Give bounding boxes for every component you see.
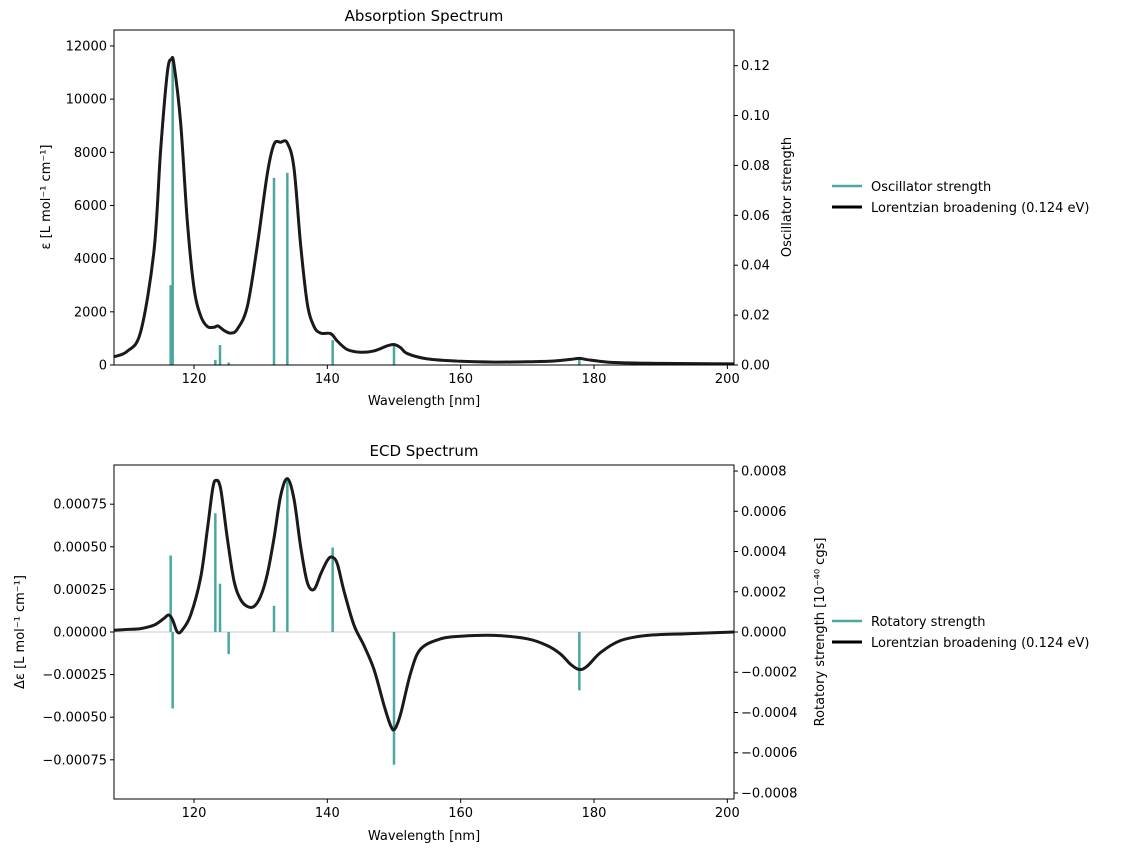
plot-clip-group [114,477,734,765]
axes-frame [113,29,735,366]
legend-label-curve: Lorentzian broadening (0.124 eV) [871,636,1089,651]
y-tick-label: 8000 [74,146,107,161]
y2-axis-label: Rotatory strength [10⁻⁴⁰ cgs] [813,538,828,727]
y2-tick-label: 0.12 [741,59,770,74]
y2-tick-label: 0.0006 [741,505,787,520]
y-axis-label: ε [L mol⁻¹ cm⁻¹] [39,145,54,250]
plot-area [114,477,734,765]
x-tick-label: 160 [448,806,473,821]
y-tick-label: −0.00075 [42,753,107,768]
y2-tick-label: −0.0008 [741,786,797,801]
x-axis-label: Wavelength [nm] [368,829,480,844]
y-axis-label: Δε [L mol⁻¹ cm⁻¹] [13,575,28,689]
legend: Rotatory strength Lorentzian broadening … [832,615,1089,651]
y2-tick-label: 0.06 [741,209,770,224]
plot-clip-group [114,55,734,365]
y-tick-label: −0.00025 [42,668,107,683]
broadened-curve [114,55,734,365]
y2-tick-label: 0.00 [741,359,770,374]
x-tick-label: 180 [582,806,607,821]
x-tick-label: 160 [448,372,473,387]
x-tick-label: 200 [715,806,740,821]
y2-tick-label: −0.0006 [741,746,797,761]
x-tick-label: 180 [582,372,607,387]
broadened-curve [114,477,734,732]
y2-tick-label: 0.0000 [741,626,787,641]
y-tick-label: 2000 [74,305,107,320]
y-tick-label: 6000 [74,199,107,214]
y2-tick-label: 0.02 [741,309,770,324]
chart-title: ECD Spectrum [370,442,479,460]
y-tick-label: −0.00050 [42,711,107,726]
ticks: 120 140 160 180 2000200040006000800010000120… [66,39,770,387]
y2-tick-label: 0.08 [741,159,770,174]
y-tick-label: 0.00025 [53,583,107,598]
x-tick-label: 120 [182,806,207,821]
y2-tick-label: −0.0004 [741,706,797,721]
legend-label-curve: Lorentzian broadening (0.124 eV) [871,201,1089,216]
y-tick-label: 0 [99,359,107,374]
legend-label-sticks: Rotatory strength [871,615,985,630]
absorption-panel: Absorption Spectrum Wavelength [nm] ε [L… [39,7,1089,409]
y2-tick-label: 0.04 [741,259,770,274]
y-tick-label: 0.00000 [53,626,107,641]
chart-title: Absorption Spectrum [345,7,504,25]
y2-tick-label: −0.0002 [741,666,797,681]
y-tick-label: 0.00075 [53,498,107,513]
y2-axis-label: Oscillator strength [780,137,795,257]
x-axis-label: Wavelength [nm] [368,394,480,409]
y-tick-label: 4000 [74,252,107,267]
y-tick-label: 12000 [66,39,107,54]
y2-tick-label: 0.0002 [741,585,787,600]
y2-tick-label: 0.0004 [741,545,787,560]
legend: Oscillator strength Lorentzian broadenin… [832,180,1089,216]
x-tick-label: 140 [315,806,340,821]
y-tick-label: 10000 [66,93,107,108]
y2-tick-label: 0.10 [741,109,770,124]
legend-label-sticks: Oscillator strength [871,180,991,195]
y2-tick-label: 0.0008 [741,465,787,480]
y-tick-label: 0.00050 [53,540,107,555]
ecd-panel: ECD Spectrum Wavelength [nm] Δε [L mol⁻¹… [13,442,1089,844]
x-tick-label: 140 [315,372,340,387]
x-tick-label: 200 [715,372,740,387]
plot-area [114,55,734,365]
x-tick-label: 120 [182,372,207,387]
ticks: 120 140 160 180 200 −0.00075 −0.00050 −0.00025 0… [42,465,797,821]
